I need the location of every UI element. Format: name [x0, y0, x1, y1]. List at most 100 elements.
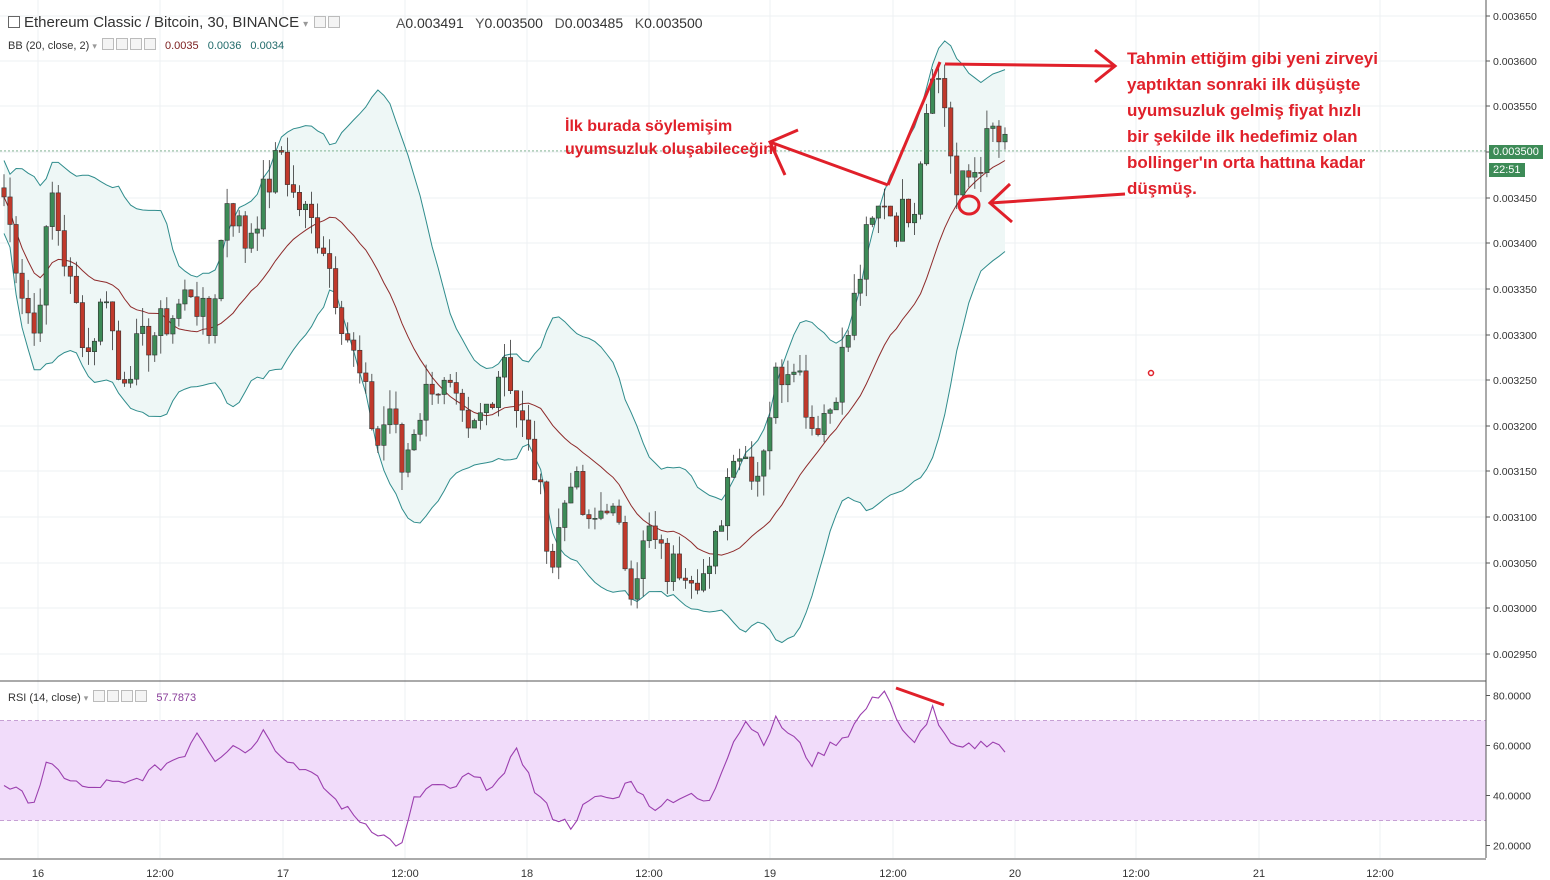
- rsi-label: RSI (14, close): [8, 692, 81, 704]
- candle-body: [483, 403, 489, 414]
- candle-body: [881, 205, 887, 208]
- settings-icon[interactable]: [328, 16, 341, 28]
- settings-icon[interactable]: [115, 38, 128, 50]
- candle-body: [658, 539, 664, 544]
- price-tick-label: 0.003650: [1493, 11, 1537, 23]
- close-icon[interactable]: [135, 690, 148, 702]
- candle-body: [797, 370, 803, 373]
- candle-body: [302, 203, 308, 211]
- chevron-down-icon[interactable]: ▾: [83, 693, 89, 703]
- add-icon[interactable]: [129, 38, 142, 50]
- candle-body: [128, 378, 134, 384]
- candle-body: [628, 568, 634, 600]
- candle-body: [960, 170, 966, 196]
- bollinger-fill: [4, 40, 1005, 643]
- candle-body: [526, 419, 532, 440]
- candle-body: [954, 155, 960, 196]
- time-tick-label: 19: [764, 868, 776, 880]
- candle-body: [477, 412, 483, 421]
- candle-body: [936, 78, 942, 80]
- candle-body: [580, 471, 586, 515]
- price-tick-label: 0.003150: [1493, 466, 1537, 478]
- rsi-value: 57.7873: [156, 692, 197, 704]
- trend-line-highs: [886, 61, 942, 186]
- candle-body: [622, 522, 628, 570]
- time-tick-label: 12:00: [635, 868, 663, 880]
- bb-value-basis: 0.0035: [164, 40, 199, 52]
- chevron-down-icon[interactable]: ▾: [303, 19, 309, 30]
- candle-body: [363, 372, 369, 382]
- candle-body: [116, 330, 122, 380]
- candle-body: [459, 392, 465, 411]
- candle-body: [435, 393, 441, 396]
- candle-body: [700, 573, 706, 591]
- chevron-down-icon[interactable]: ▾: [92, 41, 97, 51]
- settings-icon[interactable]: [107, 690, 120, 702]
- candle-body: [122, 379, 128, 384]
- marker-dot: [1147, 369, 1155, 377]
- candle-body: [767, 417, 773, 452]
- candle-body: [146, 325, 152, 356]
- symbol-toggle-icon[interactable]: [8, 16, 20, 28]
- candle-body: [875, 205, 881, 219]
- candle-body: [67, 265, 73, 277]
- candle-body: [550, 550, 556, 568]
- candle-body: [912, 213, 918, 224]
- symbol-label: Ethereum Classic / Bitcoin, 30, BINANCE: [24, 14, 300, 31]
- chart-title: Ethereum Classic / Bitcoin, 30, BINANCE ▾: [8, 14, 341, 31]
- ohlc-key: K: [634, 15, 645, 31]
- candle-body: [91, 340, 97, 352]
- price-tick-label: 0.003450: [1493, 193, 1537, 205]
- ohlc-key: A: [396, 15, 406, 31]
- candle-body: [375, 428, 381, 446]
- bb-value-lower: 0.0034: [250, 40, 285, 52]
- candle-body: [839, 346, 845, 403]
- rsi-pane: [0, 690, 1486, 847]
- candle-body: [200, 297, 206, 317]
- time-tick-label: 17: [277, 868, 289, 880]
- candle-body: [670, 553, 676, 582]
- arrow-head-icon: [987, 182, 1013, 224]
- visibility-icon[interactable]: [93, 690, 106, 702]
- candle-body: [664, 542, 670, 582]
- time-tick-label: 18: [521, 868, 533, 880]
- candle-body: [857, 278, 863, 294]
- candle-body: [899, 198, 905, 242]
- highlight-circle: [957, 194, 981, 216]
- candle-body: [212, 298, 218, 336]
- candle-body: [694, 582, 700, 591]
- candle-body: [544, 481, 550, 552]
- candle-body: [79, 302, 85, 349]
- rsi-legend: RSI (14, close) ▾ 57.7873: [8, 690, 196, 704]
- rsi-line: [3, 690, 1006, 847]
- rsi-tick-label: 60.0000: [1493, 741, 1531, 753]
- countdown-label: 22:51: [1489, 163, 1525, 177]
- bb-legend: BB (20, close, 2) ▾ 0.0035 0.0036 0.0034: [8, 38, 284, 52]
- candle-body: [821, 413, 827, 435]
- time-tick-label: 20: [1009, 868, 1021, 880]
- candle-body: [272, 150, 278, 193]
- last-price-label: 0.003500: [1489, 145, 1543, 159]
- candle-body: [598, 510, 604, 519]
- candle-body: [676, 553, 682, 579]
- candle-body: [85, 347, 91, 352]
- visibility-icon[interactable]: [101, 38, 114, 50]
- close-icon[interactable]: [143, 38, 156, 50]
- candle-body: [773, 366, 779, 419]
- candle-body: [260, 178, 266, 230]
- candle-body: [224, 203, 230, 241]
- candles: [0, 64, 1486, 609]
- rsi-tick-label: 80.0000: [1493, 691, 1531, 703]
- candle-body: [779, 366, 785, 386]
- annotation-drawings: [768, 48, 1155, 707]
- rsi-tick-label: 40.0000: [1493, 791, 1531, 803]
- visibility-icon[interactable]: [314, 16, 327, 28]
- add-icon[interactable]: [121, 690, 134, 702]
- candle-body: [152, 335, 158, 356]
- price-tick-label: 0.003350: [1493, 284, 1537, 296]
- candle-body: [266, 178, 272, 193]
- candle-body: [562, 502, 568, 528]
- price-tick-label: 0.003000: [1493, 603, 1537, 615]
- candle-body: [616, 505, 622, 523]
